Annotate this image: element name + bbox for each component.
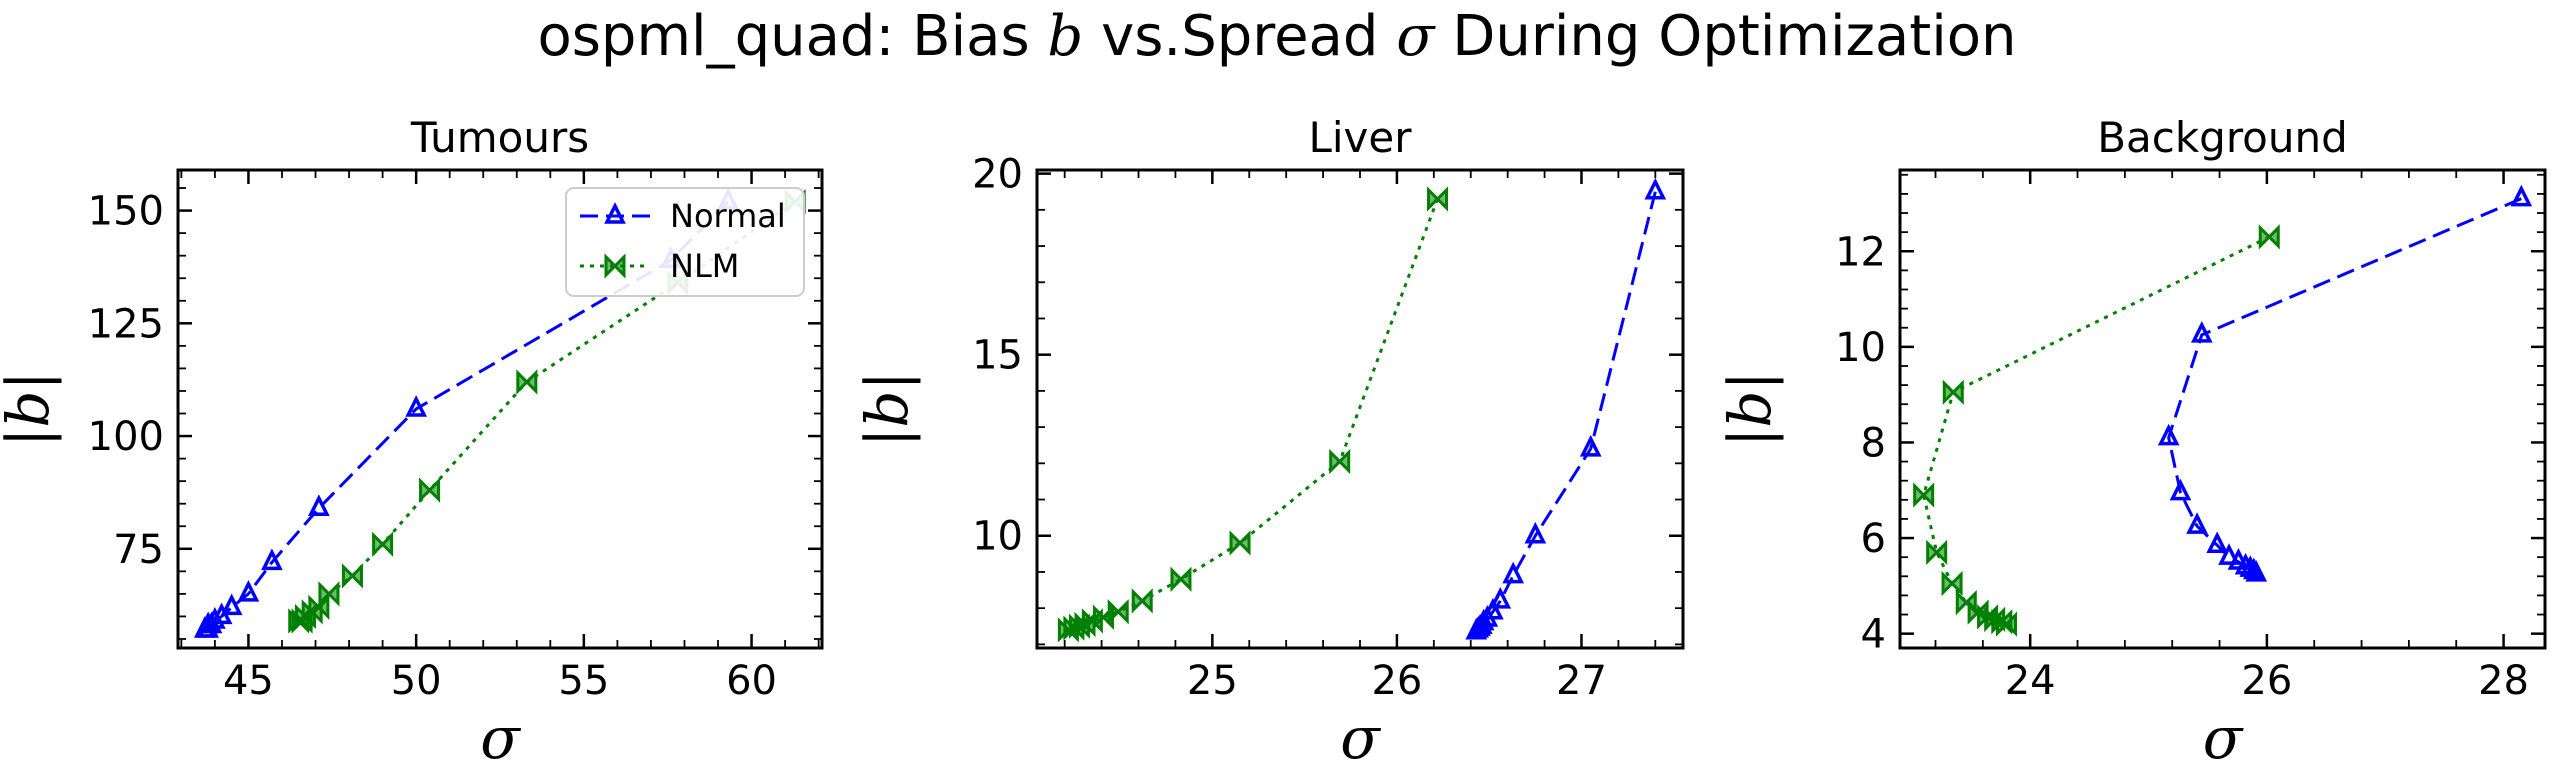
panel-background-nlm-point-3	[1926, 539, 1948, 566]
panel-background-normal-line	[2167, 197, 2522, 575]
panel-background-normal-point-3	[2169, 478, 2192, 501]
panel-liver-xtick-label: 26	[1371, 658, 1422, 704]
panel-tumours-ytick-label: 100	[88, 414, 164, 460]
panel-background-normal-point-11	[2245, 559, 2268, 582]
panel-tumours-ytick-label: 75	[113, 527, 164, 573]
panel-tumours-normal-point-6	[220, 593, 243, 616]
panel-background-normal-point-6	[2218, 543, 2240, 565]
panel-background-normal-point-4	[2186, 512, 2208, 534]
panel-tumours-nlm-point-11	[288, 608, 310, 634]
panel-background-plot-area	[1913, 184, 2533, 637]
legend-normal-point-0	[604, 202, 626, 224]
panel-liver-xtick-label: 27	[1556, 658, 1607, 704]
panel-tumours-ytick-label: 150	[88, 189, 164, 235]
panel-tumours-xlabel: σ	[480, 704, 521, 772]
panel-liver-nlm-point-2	[1229, 530, 1251, 556]
panel-background-normal-point-1	[2190, 320, 2213, 343]
panel-liver-normal-point-1	[1579, 434, 1602, 457]
subplots: Tumours 45 50 55 60 75 100 125 150 σ |b| Normal NLM L…	[0, 113, 2547, 772]
legend-label-normal: Normal	[670, 197, 786, 235]
panel-tumours-ylabel: |b|	[0, 371, 62, 447]
panel-tumours-xtick-label: 55	[558, 658, 609, 704]
panel-tumours-normal-point-5	[237, 579, 260, 602]
panel-background-xtick-label: 26	[2241, 658, 2292, 704]
panel-background-ytick-label: 8	[1861, 420, 1886, 466]
panel-liver-nlm-line	[1067, 198, 1439, 632]
panel-background-ylabel: |b|	[1716, 371, 1784, 447]
panel-background-normal-point-0	[2510, 184, 2533, 207]
panel-tumours-nlm-point-4	[372, 531, 394, 557]
panel-background-ytick-label: 4	[1861, 612, 1886, 658]
panel-background-title: Background	[2097, 113, 2348, 162]
panel-tumours-normal-point-12	[194, 616, 216, 638]
panel-liver-normal-point-4	[1489, 587, 1512, 609]
panel-tumours-nlm-point-5	[341, 563, 363, 589]
panel-liver-ylabel: |b|	[853, 371, 921, 447]
panel-liver-nlm-point-4	[1131, 588, 1153, 614]
figure-title-prefix: ospml_quad: Bias	[537, 4, 1047, 69]
panel-tumours-normal-point-4	[261, 548, 283, 571]
panel-tumours-xtick-label: 60	[726, 658, 777, 704]
legend-nlm-point-0	[604, 253, 626, 279]
panel-tumours: Tumours 45 50 55 60 75 100 125 150 σ |b| Normal NLM	[0, 113, 824, 772]
panel-tumours-title: Tumours	[410, 113, 589, 162]
panel-tumours-nlm-point-2	[516, 369, 538, 395]
panel-background-nlm-point-1	[1942, 379, 1964, 405]
figure-title-suffix: During Optimization	[1434, 4, 2016, 69]
panel-tumours-xtick-label: 50	[391, 658, 442, 704]
panel-liver-nlm-point-0	[1427, 186, 1449, 212]
panel-liver-ytick-label: 15	[972, 333, 1023, 379]
panel-background-nlm-point-2	[1913, 482, 1935, 508]
panel-background-nlm-point-10	[1996, 611, 2018, 637]
panel-background-normal-point-5	[2206, 531, 2229, 553]
panel-tumours-nlm-point-6	[318, 581, 340, 607]
panel-tumours-normal-point-2	[405, 395, 427, 417]
panel-liver-normal-point-11	[1465, 617, 1488, 640]
figure-title-mid: vs.Spread	[1083, 4, 1396, 69]
panel-liver-frame	[1035, 168, 1685, 650]
panel-tumours-nlm-point-3	[419, 477, 441, 503]
panel-tumours-frame	[176, 168, 824, 650]
panel-tumours-ytick-label: 125	[88, 301, 164, 347]
panel-background-ytick-label: 6	[1861, 516, 1886, 562]
panel-tumours-xtick-label: 45	[223, 658, 274, 704]
panel-background-normal-point-2	[2157, 423, 2180, 446]
panel-background-nlm-point-4	[1941, 570, 1963, 597]
panel-tumours-normal-point-3	[308, 494, 330, 516]
panel-liver-title: Liver	[1308, 113, 1412, 162]
figure-title-b: b	[1047, 4, 1083, 69]
panel-background-xlabel: σ	[2203, 704, 2244, 772]
panel-liver-normal-point-2	[1524, 521, 1547, 544]
panel-liver-normal-point-0	[1644, 177, 1667, 200]
legend-label-nlm: NLM	[670, 247, 739, 285]
panel-liver-ytick-label: 10	[972, 514, 1023, 560]
panel-liver-nlm-point-11	[1057, 617, 1079, 643]
panel-background-nlm-point-0	[2258, 224, 2280, 250]
panel-background-normal-point-8	[2234, 552, 2257, 575]
panel-liver: Liver 25 26 27 10 15 20 σ |b|	[853, 113, 1685, 772]
panel-tumours-nlm-line	[298, 200, 797, 623]
panel-liver-xlabel: σ	[1340, 704, 1381, 772]
panel-background-ytick-label: 12	[1835, 229, 1886, 275]
panel-liver-xtick-label: 25	[1187, 658, 1238, 704]
legend: Normal NLM	[565, 187, 805, 297]
panel-liver-ytick-label: 20	[972, 152, 1023, 198]
figure-title: ospml_quad: Bias b vs.Spread σ During Op…	[537, 4, 2016, 69]
panel-background-frame	[1898, 168, 2547, 650]
panel-liver-normal-line	[1475, 191, 1657, 633]
panel-background-nlm-line	[1922, 235, 2270, 626]
panel-background: Background 24 26 28 4 6 8 10 12 σ |b|	[1716, 113, 2547, 772]
panel-liver-nlm-point-3	[1170, 566, 1192, 592]
figure-title-sigma: σ	[1396, 4, 1436, 69]
panel-liver-plot-area	[1057, 177, 1667, 643]
panel-background-xtick-label: 28	[2478, 658, 2529, 704]
panel-liver-normal-point-3	[1502, 561, 1525, 584]
panel-background-ytick-label: 10	[1835, 325, 1886, 371]
panel-liver-nlm-point-1	[1329, 448, 1351, 475]
panel-background-xtick-label: 24	[2005, 658, 2056, 704]
